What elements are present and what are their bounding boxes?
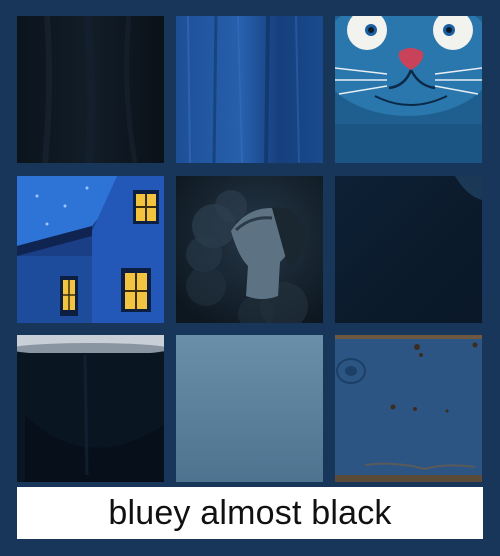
swatch-dark-bowl xyxy=(17,335,164,482)
swatch-rusty-blue xyxy=(335,335,482,482)
swatch-dark-navy xyxy=(335,176,482,323)
caption-text: bluey almost black xyxy=(108,493,392,532)
rusty-blue-image xyxy=(335,335,482,482)
swatch-blue-wood xyxy=(176,16,323,163)
dark-fabric-image xyxy=(17,16,164,163)
dark-navy-image xyxy=(335,176,482,323)
blue-house-image xyxy=(17,176,164,323)
cartoon-cat-image xyxy=(335,16,482,163)
swatch-woman-smoke xyxy=(176,176,323,323)
swatch-blue-house xyxy=(17,176,164,323)
woman-smoke-image xyxy=(176,176,323,323)
swatch-dark-fabric xyxy=(17,16,164,163)
slate-blue-image xyxy=(176,335,323,482)
swatch-cartoon-cat xyxy=(335,16,482,163)
swatch-slate-blue xyxy=(176,335,323,482)
dark-bowl-image xyxy=(17,335,164,482)
caption-bar: bluey almost black xyxy=(17,487,483,539)
blue-wood-image xyxy=(176,16,323,163)
